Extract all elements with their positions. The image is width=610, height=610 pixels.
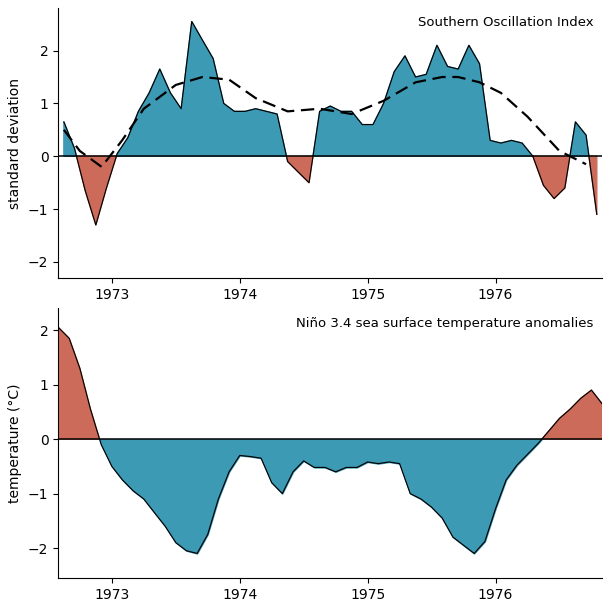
Y-axis label: standard deviation: standard deviation (9, 77, 23, 209)
Text: Southern Oscillation Index: Southern Oscillation Index (418, 16, 594, 29)
Y-axis label: temperature (°C): temperature (°C) (9, 384, 23, 503)
Text: Niño 3.4 sea surface temperature anomalies: Niño 3.4 sea surface temperature anomali… (296, 317, 594, 329)
